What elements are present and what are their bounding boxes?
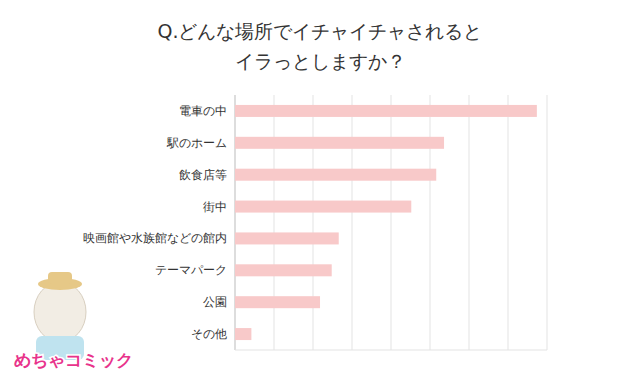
category-label: 公園 xyxy=(203,295,227,309)
grid-line xyxy=(274,95,275,350)
watermark: めちゃコミック xyxy=(14,350,133,370)
chart-svg: Q.どんな場所でイチャイチャされるとイラっとしますか？ 電車の中駅のホーム飲食店等… xyxy=(0,0,640,378)
logo-hat-top xyxy=(48,272,72,284)
category-label: 街中 xyxy=(203,200,227,214)
bar xyxy=(235,201,411,213)
bar xyxy=(235,169,436,181)
category-label: 駅のホーム xyxy=(166,136,227,150)
title-line: Q.どんな場所でイチャイチャされると xyxy=(158,20,483,42)
category-label: その他 xyxy=(191,327,227,341)
grid-line xyxy=(391,95,392,350)
logo: めちゃコミック xyxy=(14,272,133,370)
grid-line xyxy=(430,95,431,350)
category-label: 電車の中 xyxy=(179,104,227,118)
chart-title: Q.どんな場所でイチャイチャされるとイラっとしますか？ xyxy=(158,20,483,72)
bar xyxy=(235,137,444,149)
title-line: イラっとしますか？ xyxy=(235,50,406,72)
logo-mascot xyxy=(34,282,86,342)
category-label: 飲食店等 xyxy=(179,168,227,182)
grid-line xyxy=(508,95,509,350)
bar xyxy=(235,232,339,244)
bar xyxy=(235,328,251,340)
axis-line xyxy=(235,350,547,351)
bar xyxy=(235,264,332,276)
grid-line xyxy=(235,95,236,350)
category-label: テーマパーク xyxy=(155,263,227,277)
grid-line xyxy=(313,95,314,350)
bars xyxy=(235,105,537,340)
chart-root: Q.どんな場所でイチャイチャされるとイラっとしますか？ 電車の中駅のホーム飲食店等… xyxy=(0,0,640,378)
grid-line xyxy=(352,95,353,350)
category-label: 映画館や水族館などの館内 xyxy=(83,231,227,245)
grid-line xyxy=(547,95,548,350)
bar xyxy=(235,105,537,117)
grid-line xyxy=(469,95,470,350)
bar xyxy=(235,296,320,308)
